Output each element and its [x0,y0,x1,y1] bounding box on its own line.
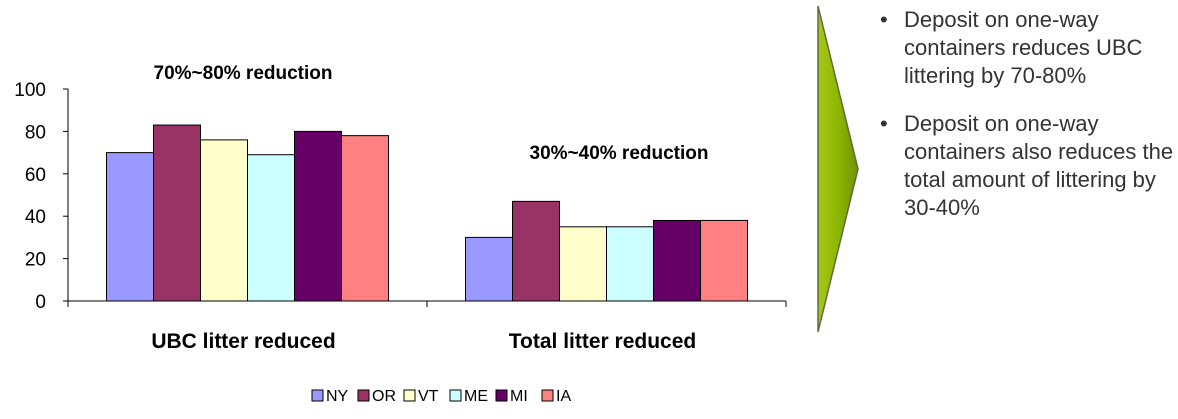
bar-or [153,124,201,302]
y-tick-label: 60 [25,165,46,186]
y-tick-label: 20 [25,250,46,271]
bar-ny [106,152,154,302]
legend-swatch-me [449,389,462,402]
bar-ny [465,236,513,302]
bar-mi [653,219,701,302]
bullet-text: Deposit on one-way containers reduces UB… [904,7,1143,88]
legend-swatch-vt [403,389,416,402]
bullet-dot: • [880,111,888,136]
bullet-item: • Deposit on one-way containers also red… [876,110,1174,222]
bar-ia [341,135,389,302]
legend-label: VT [418,388,439,405]
bullet-text: Deposit on one-way containers also reduc… [904,111,1174,220]
legend-swatch-or [357,389,370,402]
y-tick-label: 80 [25,122,46,143]
legend-label: ME [464,388,488,405]
bar-ia [700,219,748,302]
legend-label: NY [326,388,349,405]
reduction-annotation: 70%~80% reduction [154,63,333,84]
bar-me [247,154,295,302]
legend-label: OR [372,388,396,405]
bar-me [606,226,654,302]
y-tick-label: 0 [35,292,46,313]
category-label: UBC litter reduced [151,330,335,353]
bar-chart: 0 20 40 60 80 100 UBC litter reduced Total litt… [14,63,787,405]
legend-swatch-ny [311,389,324,402]
bar-vt [559,226,607,302]
bullet-list: • Deposit on one-way containers reduces … [876,6,1174,242]
bullet-dot: • [880,7,888,32]
legend-label: IA [556,388,571,405]
bar-vt [200,139,248,302]
bar-or [512,200,560,302]
category-label: Total litter reduced [509,330,696,353]
legend-swatch-mi [495,389,508,402]
y-tick-label: 100 [14,80,46,101]
reduction-annotation: 30%~40% reduction [530,143,709,164]
bullet-item: • Deposit on one-way containers reduces … [876,6,1174,90]
legend-swatch-ia [541,389,554,402]
legend-label: MI [510,388,528,405]
bar-mi [294,130,342,302]
right-arrow-shape [817,5,859,333]
y-tick-label: 40 [25,207,46,228]
